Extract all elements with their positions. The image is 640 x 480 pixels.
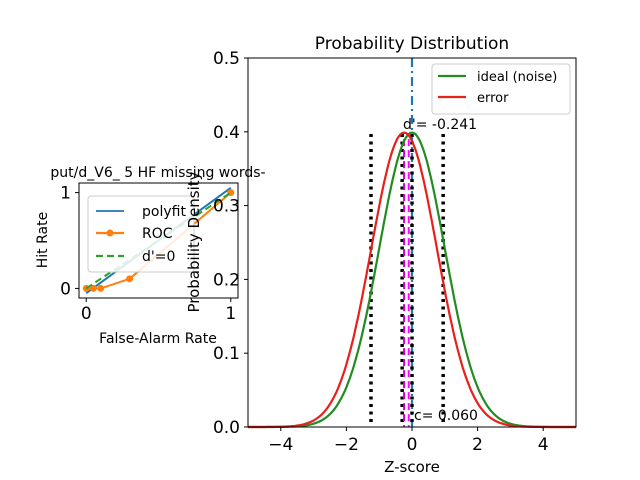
roc-point-1 bbox=[89, 284, 97, 292]
pdf-title: Probability Distribution bbox=[315, 34, 509, 54]
pdf-ylabel: Probability Density bbox=[185, 171, 203, 312]
roc-ytick-label: 1 bbox=[60, 184, 71, 204]
roc-chart: 00 1 1 polyfit ROC d'=0 put/d_V6_ 5 HF mis… bbox=[35, 165, 266, 347]
legend-marker-roc bbox=[106, 229, 114, 237]
legend-label-polyfit: polyfit bbox=[142, 204, 186, 220]
pdf-ytick-label: 0.4 bbox=[213, 123, 240, 143]
roc-legend-box bbox=[87, 195, 195, 273]
pdf-ytick-label: 0.5 bbox=[213, 49, 240, 69]
pdf-ytick-label: 0.0 bbox=[213, 418, 240, 438]
roc-point-2 bbox=[97, 284, 105, 292]
pdf-ytick-label: 0.2 bbox=[213, 270, 240, 290]
pdf-ytick-label: 0.3 bbox=[213, 197, 240, 217]
roc-xtick-label: 0 bbox=[81, 304, 92, 324]
legend-label-roc: ROC bbox=[142, 226, 173, 242]
criterion-annotation: c= 0.060 bbox=[414, 408, 478, 424]
roc-xlabel: False-Alarm Rate bbox=[99, 331, 217, 347]
pdf-xtick-label: 4 bbox=[538, 435, 549, 455]
dprime-annotation: d'= -0.241 bbox=[403, 117, 477, 133]
pdf-xtick-label: 0 bbox=[407, 435, 418, 455]
pdf-ytick-label: 0.1 bbox=[213, 344, 240, 364]
pdf-xtick-label: −4 bbox=[268, 435, 293, 455]
roc-xtick-label: 1 bbox=[225, 304, 236, 324]
pdf-chart: −4 −2 0 2 4 0.0 0.1 0.2 0.3 0.4 0.5 ideal (noise) … bbox=[185, 34, 577, 476]
roc-title: put/d_V6_ 5 HF missing words- bbox=[50, 165, 265, 181]
pdf-legend: ideal (noise) error bbox=[431, 63, 571, 115]
pdf-legend-box bbox=[431, 63, 571, 115]
legend-label-ideal: ideal (noise) bbox=[477, 70, 557, 85]
roc-ytick-label: 0 bbox=[60, 279, 71, 299]
roc-legend: polyfit ROC d'=0 bbox=[87, 195, 195, 273]
roc-axes-frame bbox=[78, 182, 239, 299]
pdf-xlabel: Z-score bbox=[384, 458, 440, 476]
legend-label-error: error bbox=[477, 91, 509, 106]
pdf-xtick-label: 2 bbox=[472, 435, 483, 455]
pdf-curve-1 bbox=[248, 131, 576, 429]
roc-point-3 bbox=[126, 275, 134, 283]
pdf-xtick-label: −2 bbox=[334, 435, 359, 455]
roc-ylabel: Hit Rate bbox=[35, 212, 51, 268]
legend-label-dprime0: d'=0 bbox=[142, 249, 175, 265]
